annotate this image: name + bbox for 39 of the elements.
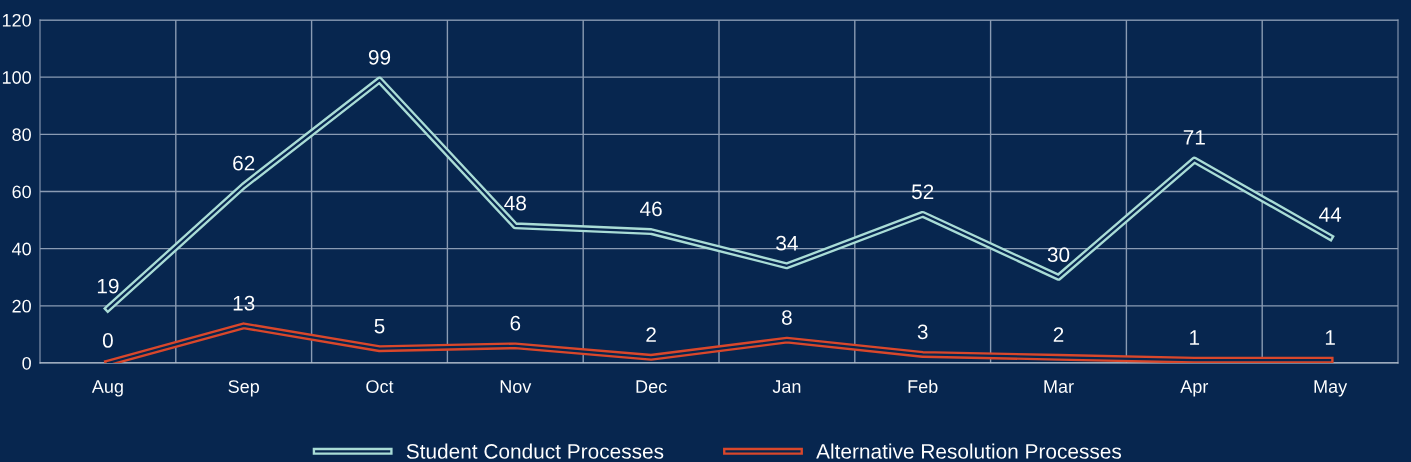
data-label: 5 — [374, 318, 385, 334]
legend-label: Student Conduct Processes — [406, 443, 664, 459]
data-label: 1 — [1190, 330, 1200, 345]
data-label: 62 — [233, 155, 255, 171]
x-tick-label: Nov — [500, 380, 532, 393]
x-tick-label: Sep — [228, 380, 260, 397]
x-tick-label: Mar — [1044, 380, 1074, 393]
data-label: 46 — [639, 201, 662, 217]
data-label: 2 — [1053, 327, 1064, 342]
x-tick-label: Feb — [908, 379, 938, 393]
data-label: 71 — [1183, 130, 1205, 145]
y-tick-label: 100 — [2, 71, 31, 84]
x-tick-label: Aug — [91, 380, 123, 397]
data-label: 34 — [776, 235, 798, 251]
y-tick-label: 20 — [12, 299, 31, 313]
x-tick-label: May — [1314, 380, 1348, 397]
y-tick-label: 80 — [12, 128, 31, 142]
y-tick-label: 60 — [12, 185, 31, 199]
x-tick-label: Dec — [636, 380, 667, 393]
y-tick-label: 120 — [2, 13, 31, 27]
x-tick-label: Oct — [366, 380, 394, 393]
data-label: 30 — [1047, 247, 1070, 263]
data-label: 13 — [233, 295, 255, 311]
x-tick-label: Apr — [1180, 380, 1209, 397]
y-tick-label: 0 — [22, 356, 31, 370]
data-label: 99 — [368, 50, 391, 65]
data-label: 2 — [646, 327, 656, 342]
data-label: 52 — [911, 184, 934, 200]
data-label: 48 — [504, 195, 526, 211]
data-label: 19 — [97, 278, 119, 294]
data-label: 3 — [917, 324, 928, 340]
data-label: 8 — [782, 310, 792, 325]
y-tick-label: 40 — [12, 242, 31, 256]
x-tick-label: Jan — [772, 380, 801, 393]
data-label: 1 — [1325, 330, 1335, 345]
legend-label: Alternative Resolution Processes — [816, 443, 1122, 459]
data-label: 0 — [102, 333, 113, 348]
data-label: 44 — [1318, 207, 1342, 222]
data-label: 6 — [510, 315, 521, 331]
